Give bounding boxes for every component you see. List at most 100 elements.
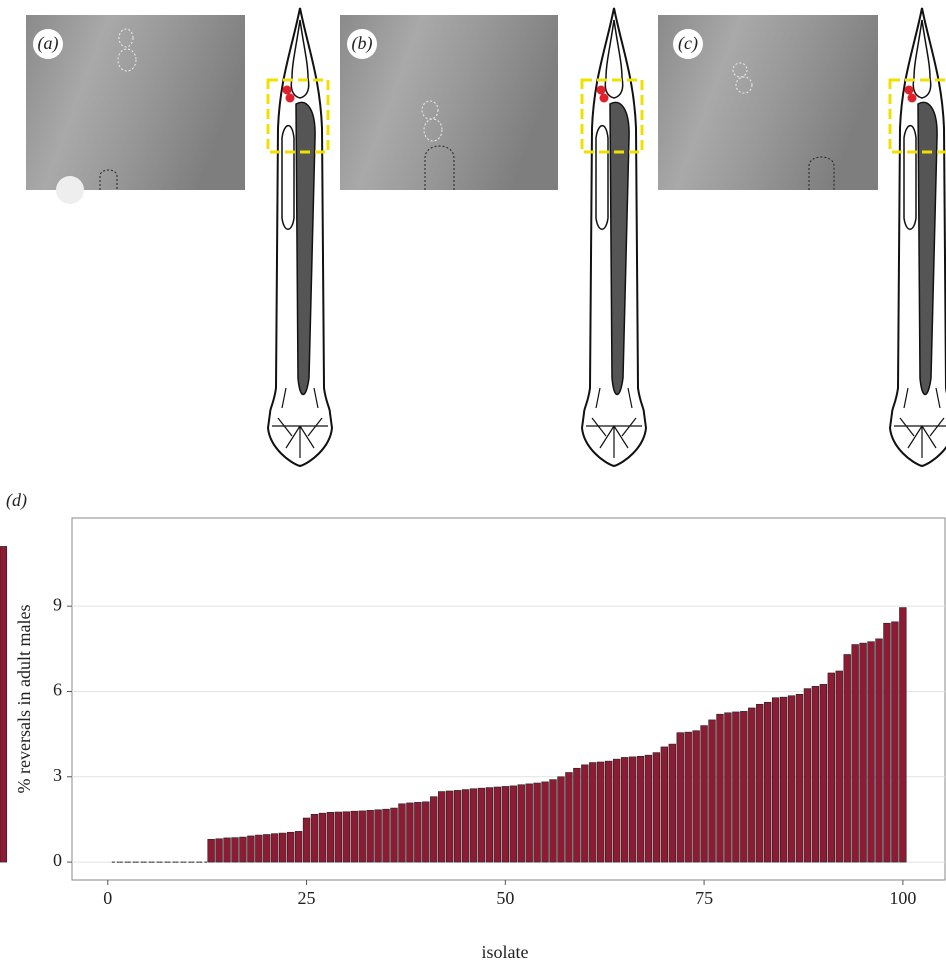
bar xyxy=(716,713,724,863)
bar xyxy=(771,697,780,863)
bar xyxy=(787,695,796,863)
bar xyxy=(414,802,422,863)
bar xyxy=(302,817,311,863)
bar xyxy=(485,787,494,863)
bar xyxy=(819,684,828,863)
bar xyxy=(334,811,343,863)
panel-label: (d) xyxy=(6,490,27,511)
bar xyxy=(493,786,502,863)
bar xyxy=(390,807,398,863)
bar xyxy=(541,781,549,863)
bar xyxy=(875,638,883,863)
bar xyxy=(525,783,533,863)
bar xyxy=(605,760,613,863)
bar xyxy=(628,756,637,863)
bar xyxy=(223,837,231,863)
bar xyxy=(374,809,382,863)
bar xyxy=(732,711,740,863)
bar xyxy=(215,838,223,863)
bar xyxy=(764,701,772,863)
bar xyxy=(286,831,295,863)
bar xyxy=(652,752,661,863)
bar xyxy=(366,810,374,863)
bar xyxy=(803,688,812,863)
bar xyxy=(620,757,629,863)
photo-panel-c: (c) xyxy=(658,15,878,190)
bar xyxy=(835,670,843,863)
bar xyxy=(263,834,271,863)
bar xyxy=(557,776,565,863)
bar xyxy=(843,654,851,863)
bar xyxy=(326,812,335,863)
bar xyxy=(549,779,557,863)
bar xyxy=(668,743,676,863)
bar xyxy=(422,801,430,863)
photo-panel-b: (b) xyxy=(340,15,558,190)
bar xyxy=(438,791,446,863)
bar xyxy=(382,808,390,863)
bar xyxy=(342,811,350,863)
bar xyxy=(795,694,804,863)
bar xyxy=(573,767,581,863)
y-axis-title: % reversals in adult males xyxy=(14,605,34,794)
bar xyxy=(883,622,891,863)
bar xyxy=(509,785,517,863)
bar xyxy=(851,644,859,863)
bar xyxy=(398,803,406,863)
x-tick-label: 25 xyxy=(298,888,316,908)
bar xyxy=(0,546,8,863)
bar xyxy=(469,788,478,863)
bar xyxy=(676,732,684,863)
bar xyxy=(724,712,732,863)
x-tick-label: 50 xyxy=(496,888,514,908)
bar xyxy=(644,754,653,863)
bar xyxy=(501,786,509,863)
bar xyxy=(279,832,287,863)
bar xyxy=(684,731,692,863)
bar xyxy=(597,761,605,863)
bar xyxy=(239,836,247,863)
bar xyxy=(406,802,414,863)
bar xyxy=(692,730,700,863)
bar xyxy=(660,746,669,863)
bar xyxy=(581,764,589,863)
bar xyxy=(899,607,907,863)
bar xyxy=(358,810,366,863)
bar xyxy=(589,762,597,863)
bar xyxy=(517,784,525,863)
bar xyxy=(891,621,899,863)
x-tick-label: 100 xyxy=(889,888,916,908)
panel-label: (b) xyxy=(352,33,373,54)
bar xyxy=(740,711,748,863)
bar xyxy=(461,789,470,863)
bar xyxy=(430,796,438,863)
bar xyxy=(255,834,263,863)
x-axis-title: isolate xyxy=(482,942,529,962)
bar xyxy=(867,641,875,863)
bar xyxy=(271,833,279,863)
panel-label: (c) xyxy=(678,33,698,54)
bar xyxy=(310,814,319,863)
bar xyxy=(294,831,303,863)
panel-label: (a) xyxy=(38,33,59,54)
bar xyxy=(756,703,764,863)
bar xyxy=(708,719,716,863)
bar xyxy=(827,672,835,863)
bar xyxy=(565,772,573,863)
bar xyxy=(231,837,239,863)
bar xyxy=(207,839,215,863)
y-tick-label: 6 xyxy=(53,680,62,700)
bar xyxy=(779,696,788,863)
bar xyxy=(453,790,462,863)
y-tick-label: 3 xyxy=(53,765,62,785)
bar xyxy=(748,707,756,863)
y-tick-label: 9 xyxy=(53,594,62,614)
bar xyxy=(612,758,621,863)
bar xyxy=(811,686,820,863)
bar xyxy=(636,756,645,863)
x-tick-label: 0 xyxy=(103,888,112,908)
photo-panel-a: (a) xyxy=(26,15,245,204)
y-tick-label: 0 xyxy=(53,850,62,870)
bar xyxy=(477,787,486,863)
